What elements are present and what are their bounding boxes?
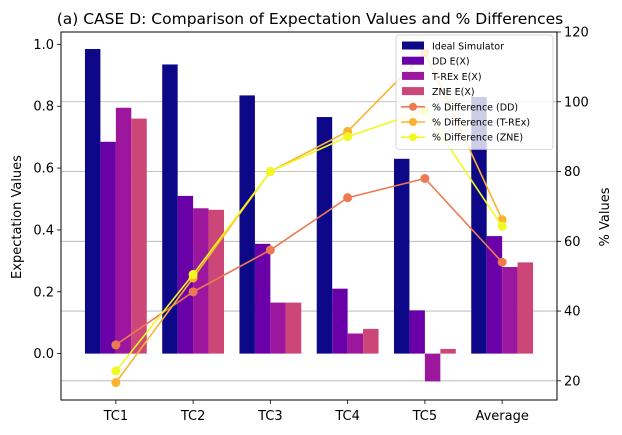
bar: [393, 158, 410, 354]
bar: [177, 195, 194, 354]
legend-label: T-REx E(X): [431, 72, 482, 83]
line-point: [497, 257, 507, 267]
bar: [270, 302, 286, 354]
x-tick-label: TC5: [412, 409, 438, 424]
bar: [347, 333, 364, 354]
legend-box: [395, 34, 554, 150]
legend-label: % Difference (T-REx): [432, 118, 530, 129]
bar: [84, 49, 101, 354]
y2-tick-label: 120: [564, 26, 589, 41]
y-axis-right: 20 40 60 80 100 120: [557, 26, 589, 389]
bar: [115, 107, 132, 354]
y-tick-label: 0.4: [33, 223, 54, 238]
legend-swatch: [402, 71, 424, 80]
bar: [208, 209, 225, 354]
y-tick-label: 0.2: [33, 285, 54, 300]
bar: [440, 348, 456, 354]
line-point: [111, 366, 121, 376]
x-tick-label: TC1: [103, 409, 129, 424]
bar: [517, 262, 534, 354]
line-point: [265, 245, 275, 255]
x-tick-label: TC3: [257, 409, 283, 424]
y2-tick-label: 100: [564, 95, 589, 110]
x-tick-label: Average: [475, 409, 528, 424]
y-tick-label: 0.0: [33, 347, 54, 362]
line-point: [111, 340, 121, 350]
legend-marker: [409, 102, 417, 111]
bar: [193, 208, 209, 354]
x-tick-label: TC4: [334, 409, 360, 424]
chart-title: (a) CASE D: Comparison of Expectation Va…: [57, 10, 564, 28]
line-point: [343, 193, 353, 203]
legend-marker: [409, 118, 417, 126]
plot-frame: [60, 31, 558, 401]
legend-swatch: [402, 41, 424, 50]
line-point: [188, 287, 198, 297]
y2-tick-label: 60: [564, 235, 581, 250]
legend: Ideal Simulator DD E(X) T-REx E(X) ZNE E(X)…: [395, 34, 554, 150]
line-point: [420, 174, 430, 184]
y-axis-label: Expectation Values: [10, 155, 25, 279]
y2-axis-label: % Values: [598, 187, 613, 246]
series-line: [115, 177, 503, 346]
bar: [424, 353, 441, 382]
bar: [239, 95, 255, 354]
bar: [285, 302, 302, 354]
legend-label: % Difference (ZNE): [432, 133, 523, 144]
y-axis-left: 0.0 0.2 0.4 0.6 0.8 1.0: [33, 38, 61, 362]
y2-tick-label: 20: [564, 374, 581, 389]
bar: [486, 236, 503, 354]
legend-swatch: [402, 56, 424, 65]
y-tick-label: 0.8: [33, 100, 54, 115]
bars: [84, 49, 534, 382]
legend-label: Ideal Simulator: [432, 42, 504, 53]
bar: [316, 117, 333, 354]
x-axis: TC1 TC2 TC3 TC4 TC5 Average: [103, 400, 529, 424]
y2-tick-label: 80: [564, 165, 581, 180]
bar: [131, 118, 147, 354]
bar: [409, 310, 425, 354]
line-point: [497, 221, 507, 231]
legend-label: % Difference (DD): [432, 102, 518, 113]
bar: [502, 267, 518, 354]
legend-swatch: [402, 87, 424, 96]
line-point: [265, 167, 275, 177]
bar: [100, 141, 116, 354]
bar: [332, 288, 348, 354]
legend-label: ZNE E(X): [432, 87, 475, 98]
legend-label: DD E(X): [432, 57, 470, 68]
bar: [254, 243, 271, 354]
bar: [363, 328, 379, 354]
y-tick-label: 1.0: [33, 38, 54, 53]
y-tick-label: 0.6: [33, 162, 54, 177]
legend-marker: [409, 133, 417, 142]
line-point: [188, 269, 198, 279]
x-tick-label: TC2: [180, 409, 206, 424]
bar: [162, 64, 178, 354]
line-point: [343, 132, 353, 142]
y2-tick-label: 40: [564, 305, 581, 320]
line-point: [111, 378, 121, 388]
